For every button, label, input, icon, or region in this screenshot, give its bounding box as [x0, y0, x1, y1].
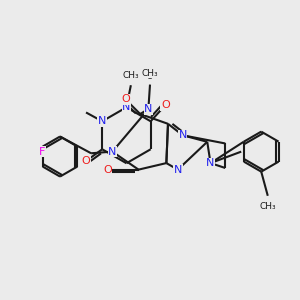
Text: O: O: [82, 156, 90, 166]
Text: –: –: [148, 74, 152, 83]
Text: N: N: [174, 165, 182, 175]
Text: O: O: [103, 165, 112, 175]
Text: CH₃: CH₃: [142, 69, 158, 78]
Text: N: N: [178, 130, 187, 140]
Text: O: O: [161, 100, 170, 110]
Text: N: N: [206, 158, 215, 168]
Text: N: N: [98, 116, 106, 126]
Text: N: N: [144, 104, 153, 114]
Text: CH₃: CH₃: [122, 71, 139, 80]
Text: N: N: [108, 147, 117, 157]
Text: CH₃: CH₃: [260, 202, 276, 211]
Text: N: N: [122, 102, 130, 112]
Text: F: F: [39, 147, 45, 157]
Text: O: O: [121, 94, 130, 104]
